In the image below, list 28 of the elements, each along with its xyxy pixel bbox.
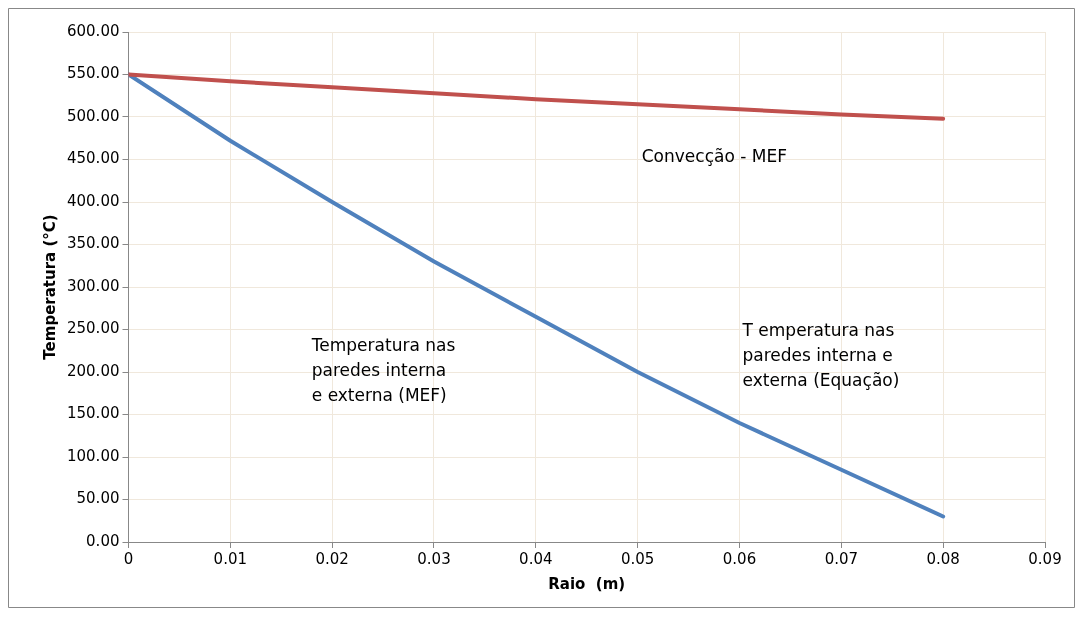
y-tick-label: 600.00 xyxy=(66,21,120,40)
y-tick-label: 250.00 xyxy=(66,319,120,338)
y-tick-label: 300.00 xyxy=(66,276,120,295)
x-axis-title: Raio (m) xyxy=(548,574,626,593)
annotation: Temperatura nas paredes interna e externa (MEF) xyxy=(310,334,456,405)
annotation: T emperatura nas paredes interna e externa (Equação) xyxy=(741,319,900,390)
y-tick-label: 350.00 xyxy=(66,234,120,253)
x-tick-label: 0.06 xyxy=(722,549,757,568)
y-axis-title: Temperatura (°C) xyxy=(40,214,59,360)
x-tick-label: 0.09 xyxy=(1028,549,1062,568)
x-tick-label: 0.04 xyxy=(519,549,553,568)
x-tick-label: 0 xyxy=(123,549,134,568)
x-tick-label: 0.08 xyxy=(926,549,960,568)
x-tick-label: 0.07 xyxy=(824,549,859,568)
y-tick-label: 450.00 xyxy=(66,149,120,168)
y-tick-label: 400.00 xyxy=(66,191,120,210)
y-tick-label: 100.00 xyxy=(66,446,120,465)
y-tick-label: 150.00 xyxy=(66,404,120,423)
x-tick-label: 0.02 xyxy=(315,549,349,568)
y-tick-label: 500.00 xyxy=(66,106,120,125)
x-tick-label: 0.01 xyxy=(213,549,248,568)
annotation: Convecção - MEF xyxy=(641,146,787,167)
x-tick-label: 0.05 xyxy=(620,549,655,568)
y-tick-label: 0.00 xyxy=(86,531,120,550)
y-tick-label: 50.00 xyxy=(76,489,120,508)
y-tick-label: 200.00 xyxy=(66,361,120,380)
x-tick-label: 0.03 xyxy=(417,549,451,568)
y-tick-label: 550.00 xyxy=(66,64,120,83)
